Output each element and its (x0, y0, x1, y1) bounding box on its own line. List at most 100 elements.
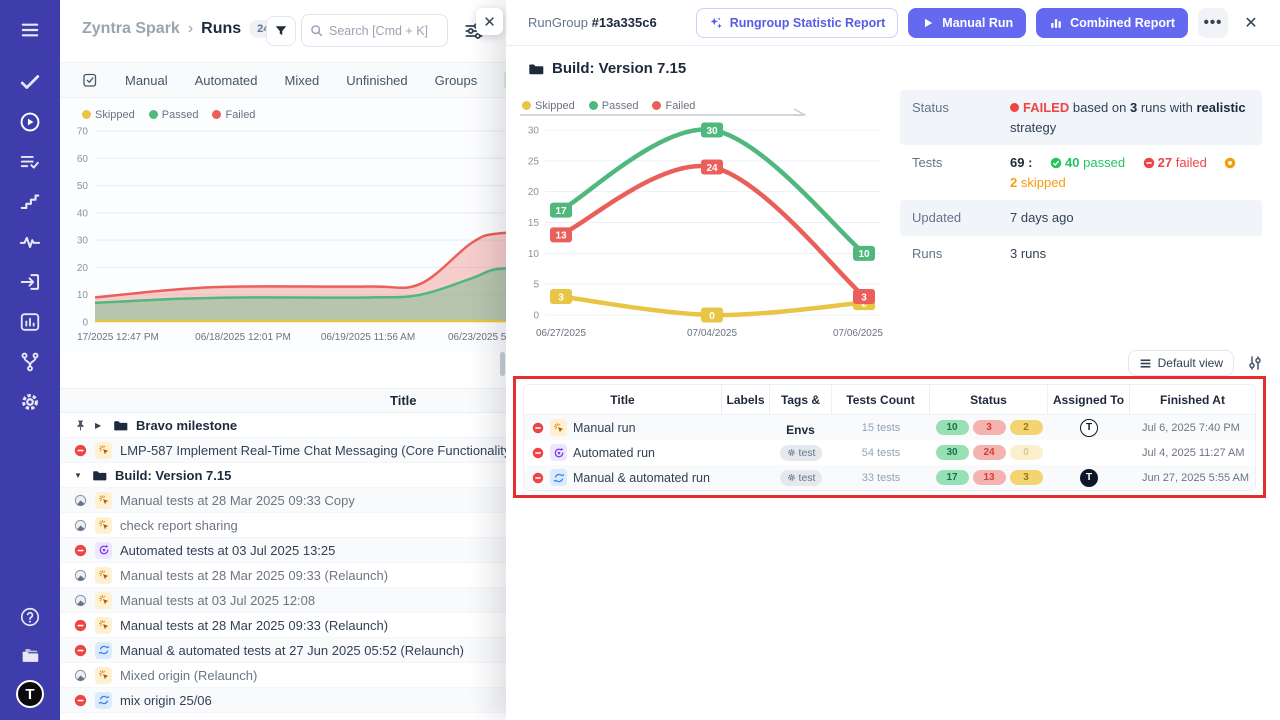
skipped-pill: 0 (1010, 445, 1043, 460)
search-input[interactable] (329, 24, 439, 38)
legend-item-passed[interactable]: Passed (589, 100, 639, 112)
run-title: Bravo milestone (136, 418, 237, 433)
run-list-item[interactable]: LMP-587 Implement Real-Time Chat Messagi… (60, 438, 506, 463)
column-header-tags-envs[interactable]: Tags & Envs (770, 385, 832, 415)
tab-mixed[interactable]: Mixed (285, 73, 320, 88)
caret-right-icon[interactable]: ▶ (95, 421, 105, 430)
menu-icon[interactable] (17, 17, 43, 43)
passed-pill: 17 (936, 470, 969, 485)
run-list-item[interactable]: check report sharing (60, 513, 506, 538)
column-header-assigned-to[interactable]: Assigned To (1048, 385, 1130, 415)
finished-at-cell: Jul 6, 2025 7:40 PM (1130, 422, 1255, 434)
column-header-finished-at[interactable]: Finished At (1130, 385, 1255, 415)
run-list-item[interactable]: Manual & automated tests at 27 Jun 2025 … (60, 638, 506, 663)
run-list-item[interactable]: Manual tests at 28 Mar 2025 09:33 (Relau… (60, 563, 506, 588)
table-row[interactable]: Automated runtest54 tests30240Jul 4, 202… (524, 440, 1255, 465)
statistic-report-button[interactable]: Rungroup Statistic Report (696, 8, 899, 38)
plans-list-icon[interactable] (17, 149, 43, 175)
breadcrumb-project[interactable]: Zyntra Spark (82, 20, 180, 38)
run-list-item[interactable]: ▶ Bravo milestone (60, 413, 506, 438)
rungroup-label: RunGroup #13a335c6 (528, 15, 657, 30)
svg-text:13: 13 (555, 231, 567, 242)
run-title: Automated run (573, 446, 655, 460)
column-header-labels[interactable]: Labels (722, 385, 770, 415)
drawer-header: RunGroup #13a335c6 Rungroup Statistic Re… (506, 0, 1280, 46)
caret-down-icon[interactable]: ▼ (74, 471, 84, 480)
import-icon[interactable] (17, 269, 43, 295)
rungroup-title: Build: Version 7.15 (528, 60, 686, 77)
folder-icon (528, 61, 544, 77)
help-icon[interactable] (17, 604, 43, 630)
tab-manual[interactable]: Manual (125, 73, 168, 88)
reports-chart-icon[interactable] (17, 309, 43, 335)
tab-unfinished[interactable]: Unfinished (346, 73, 407, 88)
legend-item-failed[interactable]: Failed (652, 100, 695, 112)
run-list-item[interactable]: Mixed origin (Relaunch) (60, 663, 506, 688)
runs-list-header: Title (60, 388, 506, 413)
multi-select-icon[interactable] (82, 72, 98, 88)
svg-text:70: 70 (77, 127, 89, 138)
search-box[interactable] (301, 14, 448, 47)
scrollbar-thumb[interactable] (500, 352, 505, 376)
manual-run-icon (95, 567, 112, 584)
tab-automated[interactable]: Automated (195, 73, 258, 88)
run-list-item[interactable]: Manual tests at 28 Mar 2025 09:33 (Relau… (60, 613, 506, 638)
steps-icon[interactable] (17, 189, 43, 215)
manual-run-icon (550, 419, 567, 436)
tab-groups[interactable]: Groups (435, 73, 478, 88)
manual-run-icon (95, 667, 112, 684)
table-body: Manual run15 tests1032TJul 6, 2025 7:40 … (524, 415, 1255, 490)
statistic-report-label: Rungroup Statistic Report (730, 16, 886, 30)
assignee-avatar[interactable]: T (1080, 419, 1098, 437)
run-list-item[interactable]: Manual tests at 28 Mar 2025 09:33 Copy (60, 488, 506, 513)
status-pills-cell: 30240 (930, 445, 1048, 460)
pulse-icon[interactable] (17, 229, 43, 255)
projects-folder-icon[interactable] (17, 642, 43, 668)
svg-text:06/27/2025: 06/27/2025 (536, 328, 586, 339)
drawer-close-seam-button[interactable]: ✕ (476, 8, 503, 35)
tag-pill[interactable]: test (780, 445, 823, 461)
run-list-item[interactable]: mix origin 25/06 (60, 688, 506, 713)
legend-item-skipped[interactable]: Skipped (522, 100, 575, 112)
settings-gear-icon[interactable] (17, 389, 43, 415)
combined-report-button[interactable]: Combined Report (1036, 8, 1188, 38)
rungroup-details: Status FAILED based on 3 runs with reali… (900, 90, 1262, 271)
unfinished-status-icon (74, 569, 87, 582)
svg-text:07/06/2025: 07/06/2025 (833, 328, 883, 339)
run-list-item[interactable]: Automated tests at 03 Jul 2025 13:25 (60, 538, 506, 563)
gear-icon (787, 448, 796, 457)
tests-check-icon[interactable] (17, 69, 43, 95)
branches-icon[interactable] (17, 349, 43, 375)
filter-button[interactable] (266, 16, 296, 46)
failed-status-icon (74, 694, 87, 707)
failed-status-icon (74, 544, 87, 557)
run-list-item[interactable]: Manual tests at 03 Jul 2025 12:08 (60, 588, 506, 613)
user-avatar[interactable]: T (16, 680, 44, 708)
tests-label: Tests (912, 153, 1010, 192)
run-list-item[interactable]: ▼Build: Version 7.15 (60, 463, 506, 488)
tag-pill[interactable]: test (780, 470, 823, 486)
tabs-holder: Manual Automated Mixed Unfinished Groups (125, 73, 477, 88)
svg-text:25: 25 (528, 156, 540, 167)
column-header-tests-count[interactable]: Tests Count (832, 385, 930, 415)
column-header-title[interactable]: Title (524, 385, 722, 415)
assignee-avatar[interactable]: T (1080, 469, 1098, 487)
svg-text:0: 0 (82, 318, 88, 329)
default-view-button[interactable]: Default view (1128, 350, 1234, 376)
table-settings-icon[interactable] (1246, 354, 1264, 372)
more-actions-button[interactable]: ••• (1198, 8, 1228, 38)
rungroup-drawer: ✕ RunGroup #13a335c6 Rungroup Statistic … (506, 0, 1280, 720)
rungroup-word: RunGroup (528, 15, 588, 30)
column-header-status[interactable]: Status (930, 385, 1048, 415)
breadcrumb-separator: › (188, 20, 193, 38)
unfinished-status-icon (74, 519, 87, 532)
rungroup-title-text: Build: Version 7.15 (552, 60, 686, 77)
status-value: FAILED based on 3 runs with realistic st… (1010, 98, 1250, 137)
status-pills-cell: 17133 (930, 470, 1048, 485)
table-row[interactable]: Manual & automated runtest33 tests17133T… (524, 465, 1255, 490)
table-row[interactable]: Manual run15 tests1032TJul 6, 2025 7:40 … (524, 415, 1255, 440)
runs-play-icon[interactable] (17, 109, 43, 135)
breadcrumb: Zyntra Spark › Runs 243 (82, 20, 284, 38)
manual-run-button[interactable]: Manual Run (908, 8, 1026, 38)
drawer-close-icon[interactable]: ✕ (1238, 10, 1264, 36)
